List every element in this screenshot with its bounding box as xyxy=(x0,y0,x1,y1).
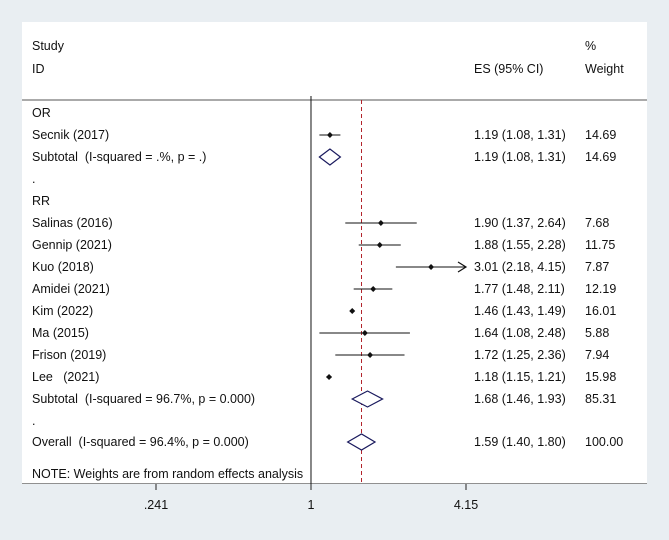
forest-plot-panel: Study ID ES (95% CI) % Weight OR Secnik … xyxy=(22,22,647,484)
group-label-or: OR xyxy=(32,106,51,120)
study-weight: 11.75 xyxy=(585,238,616,252)
study-es: 1.72 (1.25, 2.36) xyxy=(474,348,566,362)
study-weight: 5.88 xyxy=(585,326,610,340)
x-axis-ticks xyxy=(155,484,467,490)
point-estimate xyxy=(367,352,374,358)
header-weight: Weight xyxy=(585,62,624,76)
study-label: Kuo (2018) xyxy=(32,260,94,274)
x-tick-label: 4.15 xyxy=(453,498,479,512)
point-estimate xyxy=(428,264,435,270)
study-weight: 12.19 xyxy=(585,282,617,296)
study-es: 1.19 (1.08, 1.31) xyxy=(474,128,566,142)
study-weight: 15.98 xyxy=(585,370,617,384)
point-estimate xyxy=(370,286,377,292)
study-es: 1.18 (1.15, 1.21) xyxy=(474,370,566,384)
point-estimate xyxy=(326,132,333,138)
spacer-dot: . xyxy=(32,414,36,428)
study-es: 3.01 (2.18, 4.15) xyxy=(474,260,566,274)
study-label: Frison (2019) xyxy=(32,348,107,362)
study-weight: 14.69 xyxy=(585,128,617,142)
subtotal-diamond xyxy=(318,148,342,166)
subtotal-es: 1.19 (1.08, 1.31) xyxy=(474,150,566,164)
study-weight: 7.87 xyxy=(585,260,610,274)
study-label: Secnik (2017) xyxy=(32,128,110,142)
study-weight: 16.01 xyxy=(585,304,617,318)
study-es: 1.46 (1.43, 1.49) xyxy=(474,304,566,318)
point-estimate xyxy=(377,220,384,226)
subtotal-es: 1.68 (1.46, 1.93) xyxy=(474,392,566,406)
point-estimate xyxy=(326,374,333,380)
study-es: 1.90 (1.37, 2.64) xyxy=(474,216,566,230)
overall-es: 1.59 (1.40, 1.80) xyxy=(474,435,566,449)
x-tick-label: 1 xyxy=(307,498,315,512)
header-weight-pct: % xyxy=(585,39,597,53)
point-estimate xyxy=(376,242,383,248)
study-label: Kim (2022) xyxy=(32,304,94,318)
x-axis: .241 1 4.15 xyxy=(22,484,647,524)
x-tick-label: .241 xyxy=(143,498,169,512)
spacer-dot: . xyxy=(32,172,36,186)
study-weight: 7.94 xyxy=(585,348,610,362)
overall-label: Overall (I-squared = 96.4%, p = 0.000) xyxy=(32,435,249,449)
study-label: Lee (2021) xyxy=(32,370,100,384)
study-es: 1.64 (1.08, 2.48) xyxy=(474,326,566,340)
forest-plot-graphics xyxy=(22,96,647,484)
study-label: Salinas (2016) xyxy=(32,216,113,230)
study-es: 1.88 (1.55, 2.28) xyxy=(474,238,566,252)
overall-weight: 100.00 xyxy=(585,435,624,449)
subtotal-label: Subtotal (I-squared = 96.7%, p = 0.000) xyxy=(32,392,256,406)
subtotal-diamond xyxy=(350,390,384,408)
subtotal-label: Subtotal (I-squared = .%, p = .) xyxy=(32,150,207,164)
header-id: ID xyxy=(32,62,45,76)
subtotal-weight: 85.31 xyxy=(585,392,617,406)
point-estimate xyxy=(361,330,368,336)
weights-note: NOTE: Weights are from random effects an… xyxy=(32,467,304,481)
header-study: Study xyxy=(32,39,64,53)
subtotal-weight: 14.69 xyxy=(585,150,617,164)
study-label: Amidei (2021) xyxy=(32,282,110,296)
overall-diamond xyxy=(346,433,377,451)
point-estimate xyxy=(349,308,356,314)
group-label-rr: RR xyxy=(32,194,51,208)
study-es: 1.77 (1.48, 2.11) xyxy=(474,282,565,296)
ci-arrow xyxy=(457,261,468,273)
study-label: Gennip (2021) xyxy=(32,238,112,252)
header-es: ES (95% CI) xyxy=(474,62,544,76)
study-weight: 7.68 xyxy=(585,216,610,230)
study-label: Ma (2015) xyxy=(32,326,89,340)
